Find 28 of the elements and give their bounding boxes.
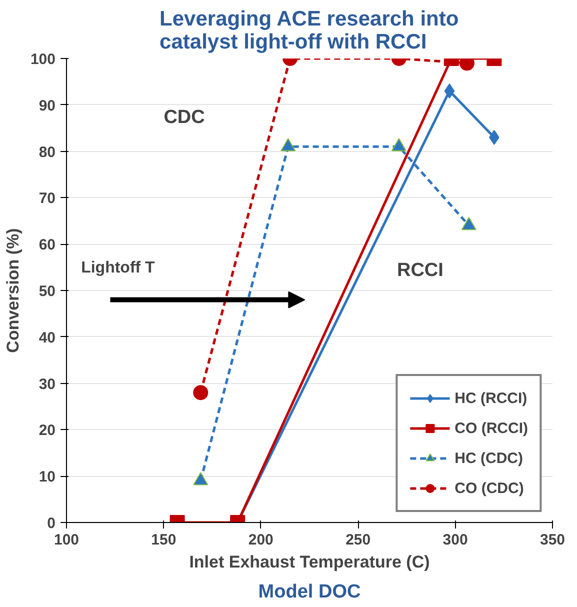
x-axis-title: Inlet Exhaust Temperature (C) [189,552,430,572]
y-tick-label: 60 [38,236,56,254]
legend-label: CO (RCCI) [454,420,528,436]
y-tick-label: 80 [38,144,56,161]
annotation: CDC [164,107,206,128]
x-tick-label: 150 [151,532,176,548]
y-tick-label: 90 [38,97,56,114]
x-tick-label: 250 [346,532,371,548]
y-tick-label: 30 [38,376,56,393]
y-tick-label: 10 [38,468,56,486]
x-tick-label: 100 [54,532,80,548]
legend-label: CO (CDC) [454,480,524,496]
legend-label: HC (RCCI) [454,390,528,406]
y-tick-label: 100 [30,51,56,68]
y-tick-label: 50 [38,283,56,300]
y-tick-label: 0 [47,515,56,532]
x-tick-label: 200 [248,532,274,548]
x-tick-label: 300 [442,532,468,548]
y-tick-label: 70 [38,190,56,208]
y-tick-label: 40 [38,329,56,346]
y-axis-title: Conversion (%) [3,228,22,353]
text: Model DOC [258,582,361,602]
chart-title: Leveraging ACE research into catalyst light-off with RCCI [160,8,459,54]
y-tick-label: 20 [38,422,56,440]
annotation: Lightoff T [81,260,156,277]
x-tick-label: 350 [540,532,566,548]
legend-label: HC (CDC) [454,450,523,466]
annotation: RCCI [396,260,444,282]
